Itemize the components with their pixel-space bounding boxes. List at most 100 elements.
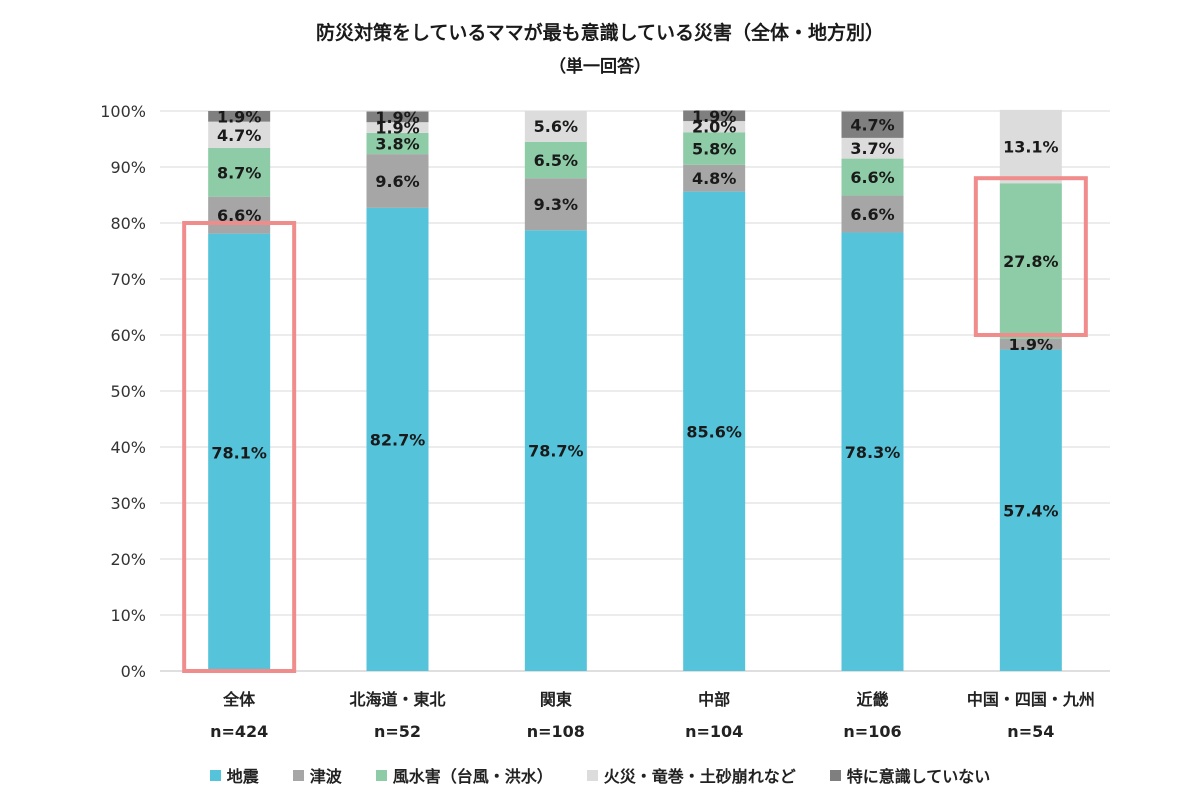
data-label: 4.7% <box>217 126 261 145</box>
y-tick-label: 60% <box>110 326 146 345</box>
legend-item: 地震 <box>209 763 259 787</box>
bar-segment <box>999 349 1062 671</box>
data-label: 2.0% <box>692 118 736 137</box>
sample-size-label: n=424 <box>210 722 268 741</box>
bar-segment <box>841 232 904 671</box>
y-tick-label: 90% <box>110 158 146 177</box>
data-label: 27.8% <box>1003 252 1059 271</box>
data-label: 78.7% <box>528 442 584 461</box>
y-tick-label: 0% <box>121 662 146 681</box>
bar-segment <box>366 154 429 208</box>
y-tick-label: 10% <box>110 606 146 625</box>
y-tick-label: 30% <box>110 494 146 513</box>
data-label: 1.9% <box>375 119 419 138</box>
sample-size-label: n=54 <box>1007 722 1054 741</box>
data-label: 82.7% <box>370 430 426 449</box>
legend-label: 火災・竜巻・土砂崩れなど <box>603 767 796 786</box>
data-label: 13.1% <box>1003 138 1059 157</box>
data-label: 4.7% <box>850 116 894 135</box>
y-tick-label: 50% <box>110 382 146 401</box>
bar-segment <box>683 121 746 133</box>
y-tick-label: 40% <box>110 438 146 457</box>
chart-legend: 地震 津波 風水害（台風・洪水） 火災・竜巻・土砂崩れなど 特に意識していない <box>0 763 1200 787</box>
bar-segment <box>524 110 587 142</box>
bar-segment <box>841 195 904 233</box>
bar-segment <box>524 178 587 231</box>
y-tick-label: 100% <box>100 102 146 121</box>
legend-label: 風水害（台風・洪水） <box>392 767 553 786</box>
highlight-box <box>973 176 1088 337</box>
legend-item: 津波 <box>292 763 342 787</box>
bar-segment <box>841 158 904 196</box>
y-tick-label: 80% <box>110 214 146 233</box>
legend-swatch <box>829 769 841 781</box>
sample-size-label: n=104 <box>685 722 743 741</box>
legend-label: 特に意識していない <box>846 767 991 786</box>
legend-swatch <box>586 769 598 781</box>
data-label: 6.5% <box>534 151 578 170</box>
x-tick-label: 中国・四国・九州 <box>967 690 1095 709</box>
bar-segment <box>366 132 429 155</box>
data-label: 5.6% <box>534 117 578 136</box>
bar-segment <box>524 141 587 179</box>
data-label: 6.6% <box>850 168 894 187</box>
sample-size-label: n=108 <box>527 722 585 741</box>
data-label: 78.3% <box>845 443 901 462</box>
bar-segment <box>366 111 429 123</box>
data-label: 5.8% <box>692 140 736 159</box>
legend-label: 地震 <box>226 767 259 786</box>
legend-swatch <box>292 769 304 781</box>
legend-label: 津波 <box>309 767 342 786</box>
data-label: 9.3% <box>534 195 578 214</box>
data-label: 1.9% <box>375 108 419 127</box>
data-label: 1.9% <box>1009 335 1053 354</box>
data-label: 4.8% <box>692 169 736 188</box>
data-label: 3.7% <box>850 139 894 158</box>
chart-title: 防災対策をしているママが最も意識している災害（全体・地方別） <box>315 22 885 44</box>
data-label: 85.6% <box>686 422 742 441</box>
sample-size-label: n=52 <box>374 722 421 741</box>
x-tick-label: 中部 <box>698 690 730 709</box>
x-tick-label: 関東 <box>540 690 572 709</box>
data-label: 9.6% <box>375 172 419 191</box>
legend-swatch <box>375 769 387 781</box>
highlight-box <box>182 221 297 673</box>
bar-segment <box>999 109 1062 184</box>
bar-segment <box>999 338 1062 350</box>
data-label: 1.9% <box>217 107 261 126</box>
bar-segment <box>208 147 271 197</box>
sample-size-label: n=106 <box>843 722 901 741</box>
y-tick-label: 70% <box>110 270 146 289</box>
data-label: 6.6% <box>217 206 261 225</box>
x-tick-label: 近畿 <box>856 690 888 709</box>
bar-segment <box>524 230 587 671</box>
data-label: 6.6% <box>850 205 894 224</box>
legend-item: 火災・竜巻・土砂崩れなど <box>586 763 796 787</box>
data-label: 1.9% <box>692 107 736 126</box>
legend-swatch <box>209 769 221 781</box>
legend-item: 特に意識していない <box>829 763 991 787</box>
bar-segment <box>366 122 429 133</box>
data-label: 3.8% <box>375 134 419 153</box>
bar-segment <box>208 111 271 122</box>
x-tick-label: 全体 <box>222 690 256 709</box>
bar-segment <box>999 183 1062 339</box>
bar-segment <box>683 191 746 671</box>
bar-segment <box>208 121 271 148</box>
y-tick-label: 20% <box>110 550 146 569</box>
data-label: 57.4% <box>1003 501 1059 520</box>
bar-segment <box>683 110 746 122</box>
bar-segment <box>683 164 746 192</box>
bar-segment <box>366 207 429 671</box>
bar-segment <box>841 111 904 138</box>
chart-subtitle: （単一回答） <box>549 57 651 77</box>
bar-segment <box>208 233 271 671</box>
data-label: 8.7% <box>217 163 261 182</box>
bar-segment <box>683 132 746 165</box>
stacked-bar-chart: 0% 10% 20% 30% 40% 50% 60% 70% 80% 90% 100% 78.1% 6.… <box>100 102 1110 741</box>
bar-segment <box>841 137 904 159</box>
x-tick-label: 北海道・東北 <box>349 690 445 709</box>
data-label: 78.1% <box>211 443 267 462</box>
bar-segment <box>208 196 271 234</box>
